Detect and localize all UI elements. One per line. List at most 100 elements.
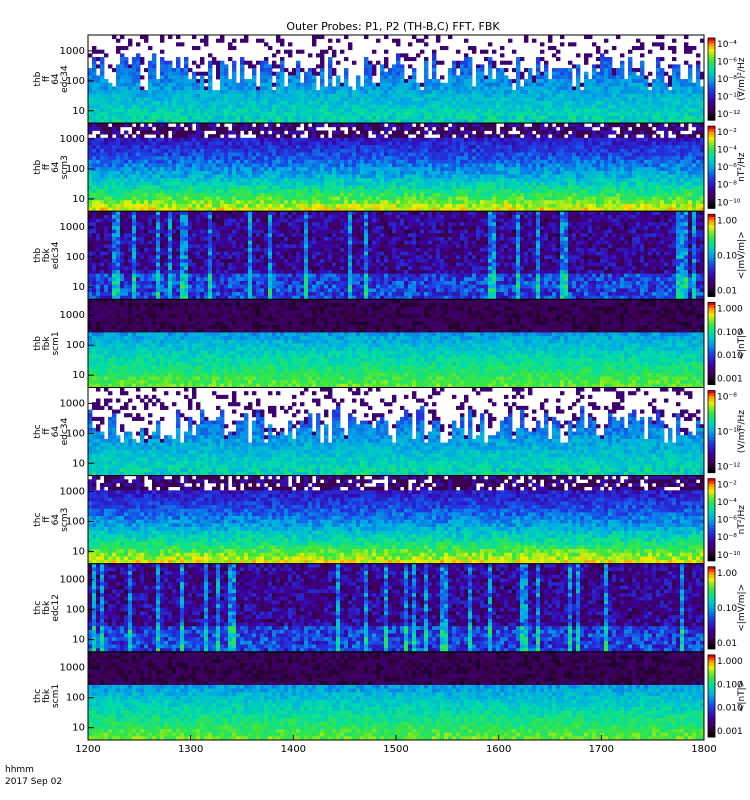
spectrogram-image — [88, 35, 704, 124]
x-tick-label: 1600 — [486, 744, 511, 755]
colorbar-tick-label: 0.010 — [717, 351, 743, 361]
panel-label-instrument: fbk — [42, 247, 52, 262]
panel-label-sub: edc34 — [51, 241, 61, 269]
panel-thc-ff-scm3: 10 100 1000 thc ff 64 scm3 10⁻² 10⁻⁴ 10⁻⁶ 10⁻⁸ 10⁻¹… — [33, 475, 747, 565]
colorbar-tick-label: 10⁻¹⁰ — [717, 93, 741, 103]
panel-label-probe: thb — [33, 336, 43, 351]
colorbar-tick-label: 10⁻⁶ — [717, 163, 737, 173]
panel-label-probe: thc — [33, 601, 43, 615]
y-tick-label: 100 — [66, 693, 85, 704]
colorbar-tick-label: 10⁻⁸ — [717, 181, 737, 191]
y-tick-label: 100 — [66, 605, 85, 616]
panel-label-sensor: scm3 — [60, 155, 70, 179]
y-tick-label: 100 — [66, 340, 85, 351]
panel-thc-ff-edc34: 10 100 1000 thc ff 64 edc34 10⁻⁸ 10⁻¹⁰ 10⁻¹² (V/m)… — [33, 387, 747, 477]
colorbar-tick-label: 10⁻¹² — [717, 110, 741, 120]
colorbar-tick-label: 10⁻² — [717, 128, 737, 138]
colorbar: 10⁻² 10⁻⁴ 10⁻⁶ 10⁻⁸ 10⁻¹⁰ nT²/Hz — [707, 478, 747, 562]
colorbar: 1.00 0.10 0.01<|mV/m|> — [707, 213, 747, 297]
y-tick-label: 1000 — [60, 575, 85, 586]
panel-label-sub: 64 — [51, 426, 61, 438]
panel-thb-fbk-edc34: 10 100 1000 thb fbk edc34 1.00 0.10 0.01<|mV/m|> — [33, 210, 747, 300]
panel-label-instrument: ff — [42, 75, 52, 82]
y-tick-label: 100 — [66, 516, 85, 527]
y-tick-label: 1000 — [60, 663, 85, 674]
colorbar-tick-label: 0.001 — [717, 375, 743, 385]
colorbar-label: <|nT|> — [737, 680, 747, 712]
y-tick-label: 100 — [66, 76, 85, 87]
panel-label-probe: thb — [33, 71, 43, 86]
colorbar: 10⁻² 10⁻⁴ 10⁻⁶ 10⁻⁸ 10⁻¹⁰ nT²/Hz — [707, 125, 747, 209]
colorbar-label: (V/m)²/Hz — [737, 410, 747, 453]
y-tick-label: 1000 — [60, 46, 85, 57]
spectrogram-image — [88, 563, 704, 652]
panel-label-instrument: fbk — [42, 688, 52, 703]
panel-label-sub: scm1 — [51, 331, 61, 355]
x-tick-label: 1400 — [281, 744, 306, 755]
y-tick-label: 10 — [72, 635, 85, 646]
colorbar: 1.000 0.100 0.010 0.001 <|nT|> — [707, 301, 747, 385]
colorbar-tick-label: 0.10 — [717, 604, 737, 614]
time-axis: 1200 1300 1400 1500 1600 1700 1800 — [75, 735, 717, 755]
panel-label-sensor: scm3 — [60, 508, 70, 532]
y-tick-label: 10 — [72, 106, 85, 117]
panel-label-instrument: fbk — [42, 336, 52, 351]
panel-label-sub: scm1 — [51, 684, 61, 708]
colorbar-tick-label: 10⁻² — [717, 481, 737, 491]
y-tick-label: 100 — [66, 164, 85, 175]
panel-label-sub: 64 — [51, 161, 61, 173]
colorbar-tick-label: 10⁻⁴ — [717, 498, 737, 508]
spectrogram-image — [88, 387, 704, 476]
y-tick-label: 1000 — [60, 310, 85, 321]
colorbar-label: <|nT|> — [737, 327, 747, 359]
colorbar: 1.00 0.10 0.01<|mV/m|> — [707, 566, 747, 650]
colorbar-tick-label: 10⁻¹² — [717, 463, 741, 473]
spectrogram-image — [88, 123, 704, 212]
colorbar-tick-label: 1.000 — [717, 304, 743, 314]
panel-thb-ff-scm3: 10 100 1000 thb ff 64 scm3 10⁻² 10⁻⁴ 10⁻⁶ 10⁻⁸ 10⁻¹… — [33, 122, 747, 212]
panel-label-sensor: edc34 — [60, 417, 70, 445]
y-tick-label: 1000 — [60, 222, 85, 233]
panel-label-probe: thb — [33, 248, 43, 263]
panel-label-probe: thc — [33, 689, 43, 703]
colorbar-label: (V/m)²/Hz — [737, 57, 747, 100]
colorbar-tick-label: 1.000 — [717, 657, 743, 667]
panel-thb-fbk-scm1: 10 100 1000 thb fbk scm1 1.000 0.100 0.010 0.001 <… — [33, 298, 747, 388]
colorbar-tick-label: 10⁻⁸ — [717, 393, 737, 403]
spectrogram-image — [88, 475, 704, 564]
colorbar-tick-label: 10⁻⁸ — [717, 75, 737, 85]
panel-label-probe: thc — [33, 424, 43, 438]
colorbar-tick-label: 0.100 — [717, 328, 743, 338]
colorbar-tick-label: 10⁻¹⁰ — [717, 198, 741, 208]
colorbar-tick-label: 10⁻⁸ — [717, 533, 737, 543]
panel-thc-fbk-edc12: 10 100 1000 thc fbk edc12 1.00 0.10 0.01<|mV/m|> — [33, 563, 747, 653]
colorbar: 10⁻⁴ 10⁻⁶ 10⁻⁸ 10⁻¹⁰ 10⁻¹² (V/m)²/Hz — [707, 37, 747, 121]
colorbar-label: <|mV/m|> — [737, 584, 747, 632]
y-tick-label: 10 — [72, 458, 85, 469]
panel-label-sub: 64 — [51, 73, 61, 85]
panel-label-instrument: ff — [42, 163, 52, 170]
colorbar-tick-label: 10⁻¹⁰ — [717, 551, 741, 561]
x-tick-label: 1300 — [178, 744, 203, 755]
colorbar-tick-label: 10⁻¹⁰ — [717, 428, 741, 438]
spectrogram-image — [88, 651, 704, 740]
colorbar-tick-label: 0.001 — [717, 727, 743, 737]
colorbar-label: nT²/Hz — [737, 505, 747, 535]
colorbar-tick-label: 0.01 — [717, 286, 737, 296]
colorbar-tick-label: 0.100 — [717, 680, 743, 690]
x-tick-label: 1200 — [75, 744, 100, 755]
panel-label-sensor: edc34 — [60, 65, 70, 93]
y-tick-label: 10 — [72, 194, 85, 205]
colorbar-label: <|mV/m|> — [737, 231, 747, 279]
panel-label-instrument: ff — [42, 516, 52, 523]
y-tick-label: 1000 — [60, 486, 85, 497]
colorbar-tick-label: 0.10 — [717, 251, 737, 261]
panel-label-sub: edc12 — [51, 594, 61, 622]
colorbar: 1.000 0.100 0.010 0.001 <|nT|> — [707, 654, 747, 738]
colorbar-tick-label: 10⁻⁶ — [717, 58, 737, 68]
y-tick-label: 10 — [72, 370, 85, 381]
plot-title: Outer Probes: P1, P2 (TH-B,C) FFT, FBK — [286, 20, 500, 33]
